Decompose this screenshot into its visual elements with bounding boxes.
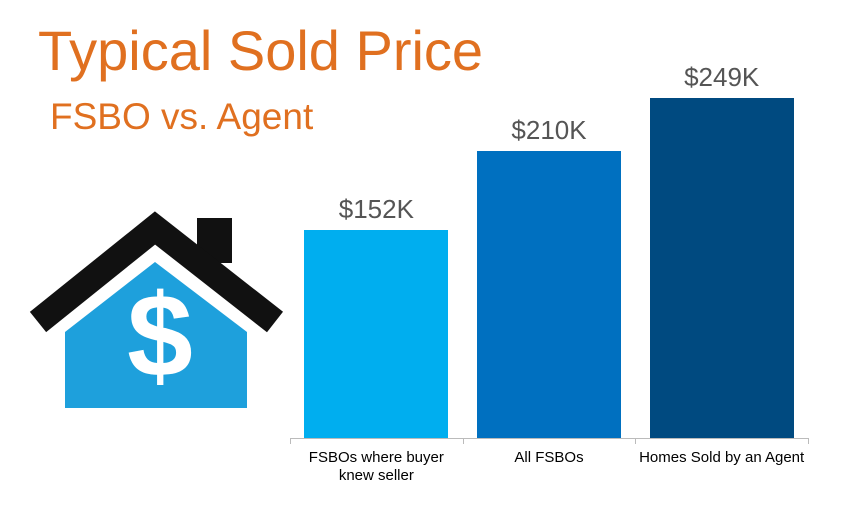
axis-tick bbox=[635, 438, 637, 444]
value-label: $249K bbox=[684, 62, 760, 92]
x-tick-label: FSBOs where buyer knew seller bbox=[308, 449, 444, 484]
value-label: $152K bbox=[338, 194, 414, 225]
x-axis bbox=[290, 438, 808, 439]
house-body bbox=[65, 262, 247, 408]
x-tick-label: Homes Sold by an Agent bbox=[639, 449, 805, 466]
bar bbox=[304, 230, 449, 438]
axis-tick bbox=[808, 438, 809, 444]
roof bbox=[29, 211, 284, 333]
axis-tick bbox=[462, 438, 464, 444]
axis-tick bbox=[290, 438, 291, 444]
bar bbox=[649, 98, 794, 438]
x-tick-label: All FSBOs bbox=[514, 449, 584, 466]
chart-title: Typical Sold Price bbox=[38, 19, 484, 82]
chart-subtitle: FSBO vs. Agent bbox=[50, 96, 314, 137]
value-label: $210K bbox=[511, 115, 587, 146]
bar bbox=[477, 151, 621, 438]
dollar-sign: $ bbox=[127, 270, 193, 402]
